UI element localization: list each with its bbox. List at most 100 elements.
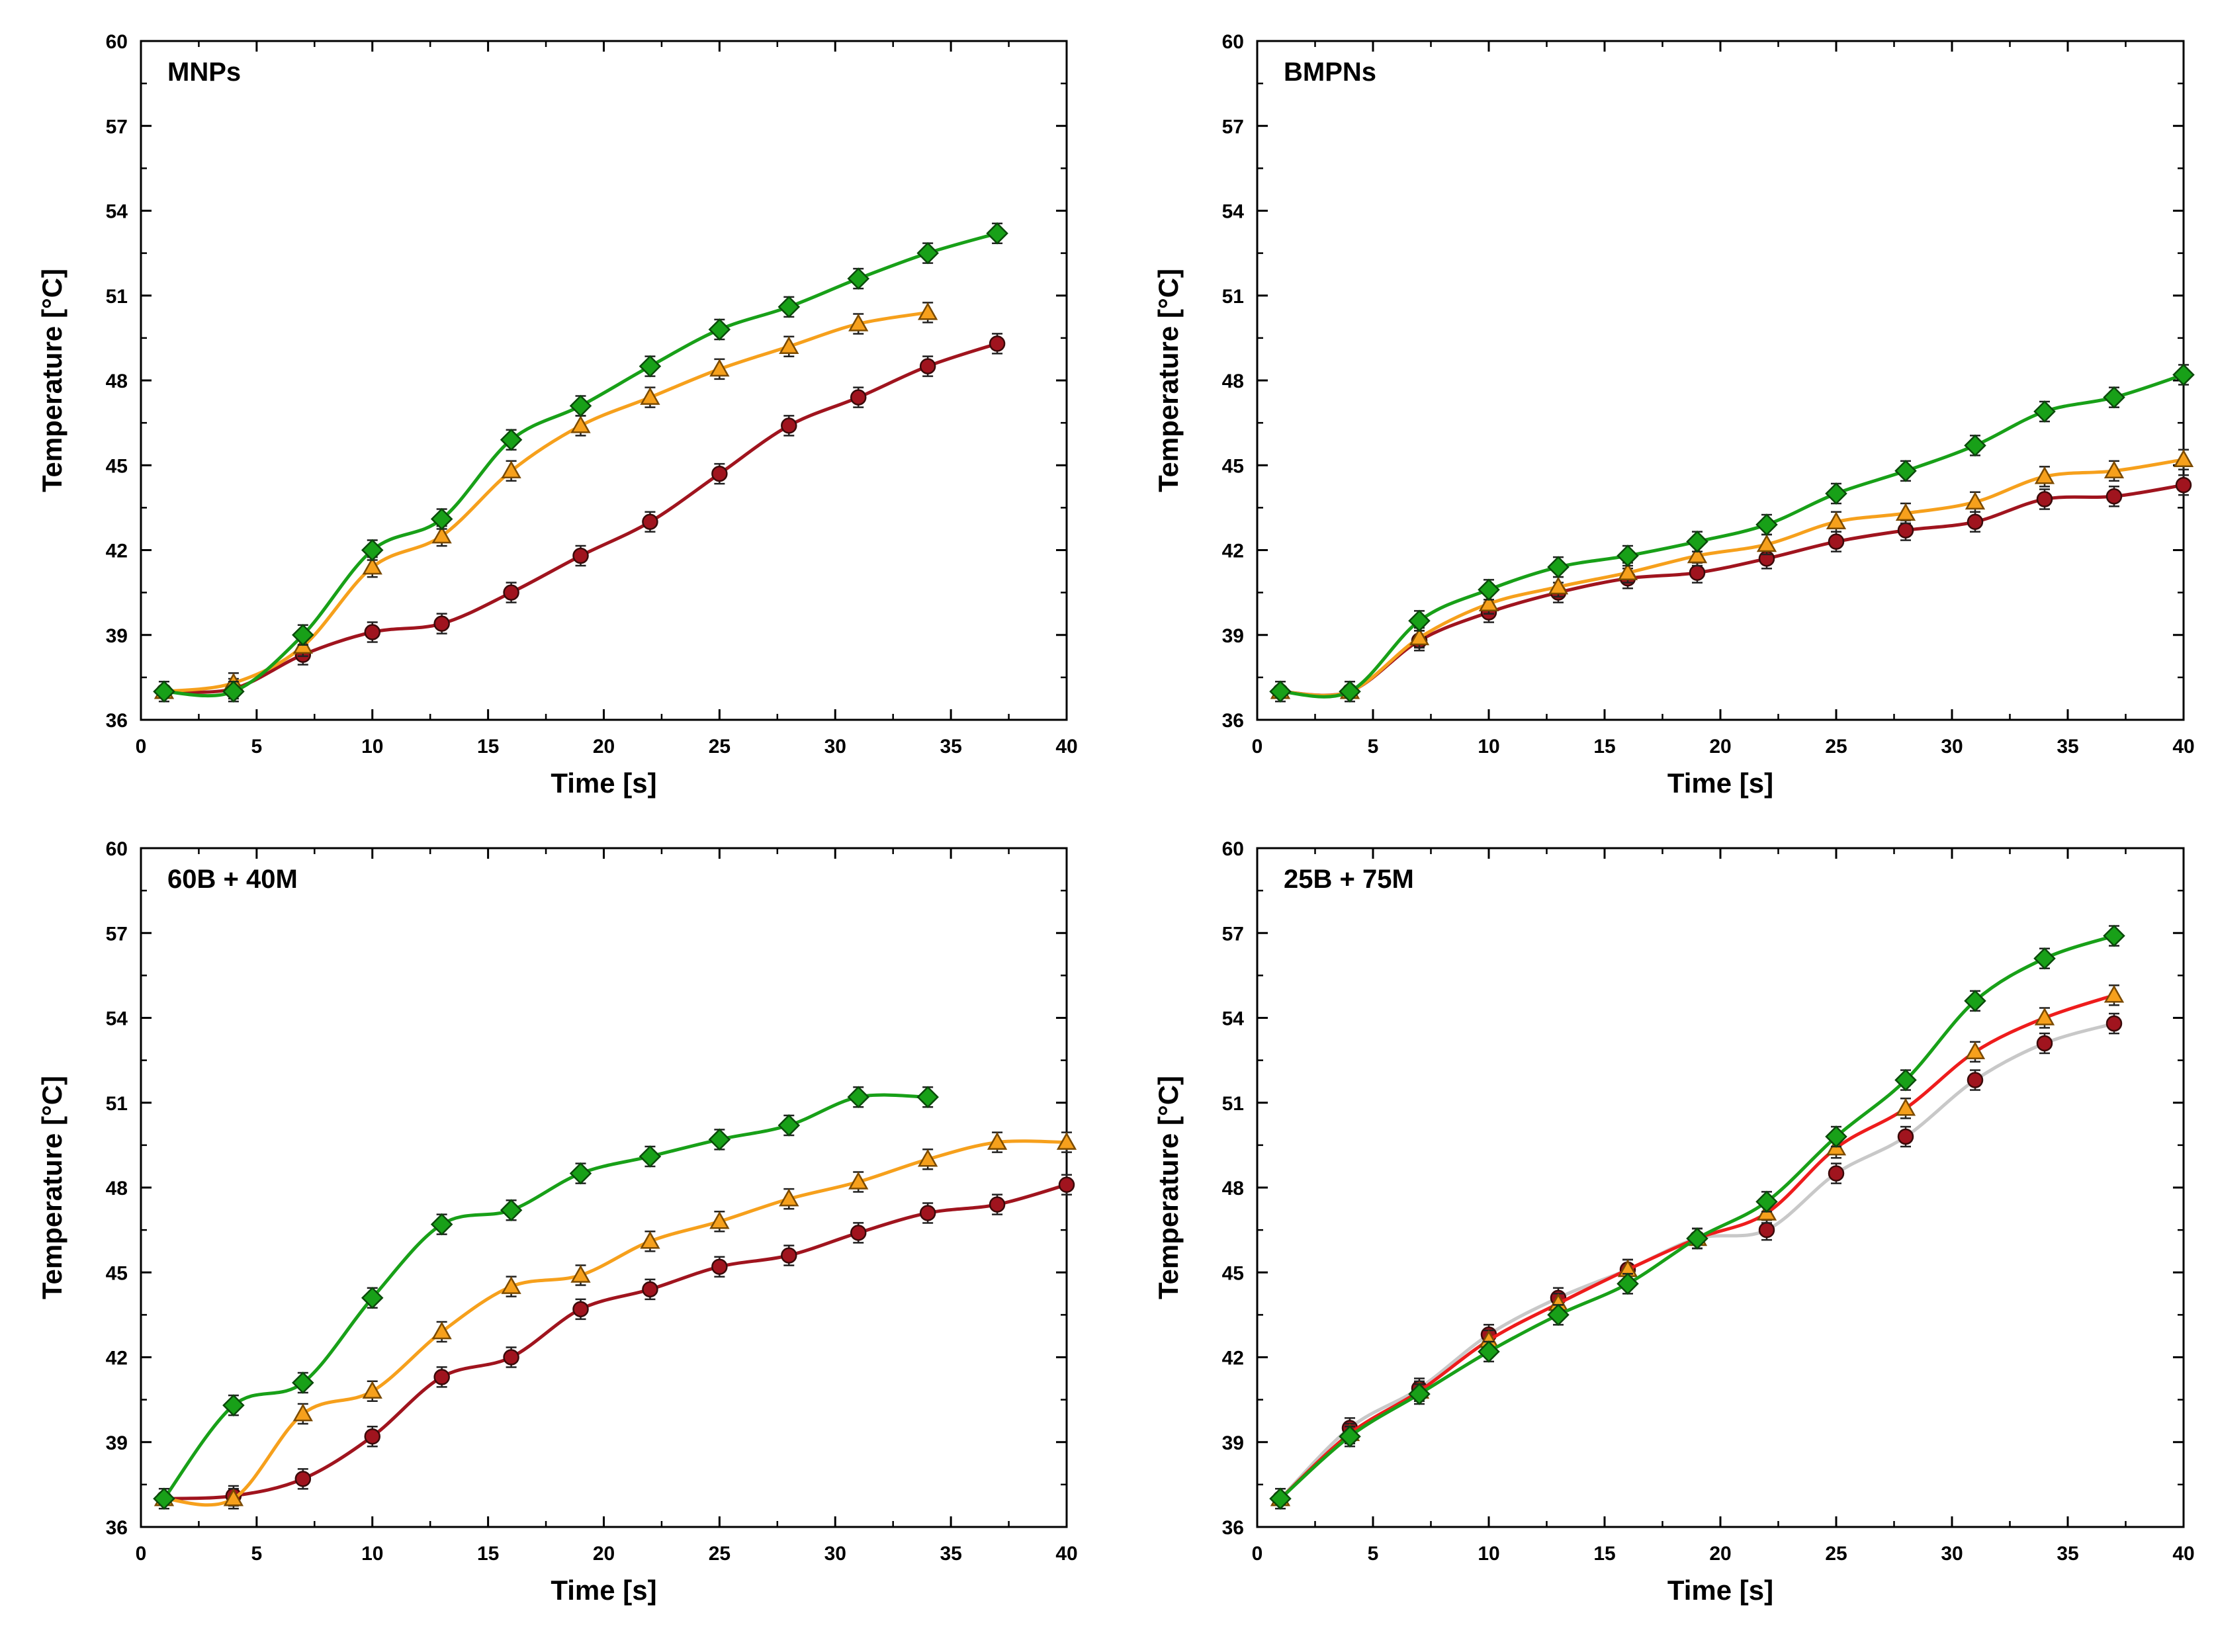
- data-point-circle: [1689, 564, 1706, 581]
- series-triangle: [154, 1131, 1077, 1510]
- data-point-diamond: [569, 1162, 592, 1185]
- data-point-triangle: [987, 1132, 1008, 1150]
- data-point-diamond: [2033, 947, 2056, 970]
- panel-title: 25B + 75M: [1284, 865, 1414, 894]
- data-point-diamond: [986, 222, 1008, 245]
- series-line: [162, 310, 930, 693]
- y-tick-label: 51: [106, 286, 128, 308]
- data-point-circle: [1758, 1221, 1775, 1239]
- data-point-triangle: [779, 1188, 799, 1207]
- data-point-triangle: [1756, 534, 1777, 552]
- series-line: [162, 232, 999, 698]
- x-tick-label: 25: [709, 1543, 731, 1565]
- data-point-circle: [642, 1281, 658, 1298]
- data-point-circle: [2105, 1015, 2123, 1032]
- data-point-diamond: [708, 318, 731, 341]
- data-point-diamond: [1616, 1272, 1639, 1295]
- panel-bmpns: 0 5 10 15 20 25 30 35 40 36 39 42 45 48 51 54 57 60 Time […: [1153, 31, 2195, 799]
- series-circle: [1272, 474, 2192, 703]
- panel-title: BMPNs: [1284, 58, 1376, 87]
- data-point-circle: [989, 1196, 1006, 1213]
- data-point-circle: [781, 417, 797, 434]
- data-point-diamond: [1755, 513, 1778, 536]
- x-tick-label: 15: [477, 736, 499, 758]
- data-point-circle: [850, 1225, 867, 1241]
- data-point-triangle: [1826, 511, 1847, 529]
- x-tick-label: 20: [1709, 736, 1731, 758]
- data-point-circle: [919, 358, 936, 374]
- panel-title: 60B + 40M: [167, 865, 298, 894]
- data-point-circle: [919, 1205, 936, 1221]
- x-tick-label: 35: [940, 736, 961, 758]
- data-point-circle: [2175, 476, 2192, 494]
- data-point-circle: [1058, 1176, 1075, 1193]
- data-point-circle: [572, 1301, 589, 1318]
- y-tick-label: 39: [106, 1432, 128, 1454]
- data-point-circle: [1828, 533, 1845, 550]
- y-tick-label: 54: [1222, 1008, 1245, 1030]
- data-point-triangle: [431, 525, 452, 544]
- plot-frame: [1256, 40, 2185, 721]
- data-point-triangle: [223, 1488, 244, 1506]
- y-axis-label: Temperature [°C]: [36, 269, 67, 492]
- data-point-diamond: [2103, 924, 2125, 947]
- data-point-diamond: [1408, 609, 1431, 632]
- data-point-diamond: [1755, 1190, 1778, 1213]
- x-tick-label: 35: [2057, 1543, 2078, 1565]
- y-tick-label: 57: [1222, 116, 1244, 138]
- x-tick-label: 0: [1252, 736, 1263, 758]
- data-point-circle: [711, 1258, 728, 1275]
- x-tick-label: 25: [709, 736, 731, 758]
- y-tick-label: 60: [1222, 31, 1244, 53]
- data-point-triangle: [848, 1171, 869, 1190]
- x-tick-label: 20: [593, 1543, 615, 1565]
- y-tick-label: 36: [1222, 710, 1244, 732]
- x-tick-label: 0: [1252, 1543, 1263, 1565]
- data-point-triangle: [1965, 1041, 1986, 1060]
- y-tick-label: 36: [1222, 1517, 1244, 1539]
- y-tick-label: 51: [1222, 1093, 1244, 1115]
- data-point-circle: [989, 335, 1006, 352]
- x-tick-label: 35: [940, 1543, 961, 1565]
- x-tick-label: 0: [136, 736, 147, 758]
- data-point-circle: [1897, 522, 1914, 539]
- y-tick-label: 54: [106, 201, 128, 223]
- data-point-circle: [1967, 1072, 1984, 1088]
- y-tick-label: 57: [1222, 923, 1244, 945]
- data-point-triangle: [431, 1321, 452, 1340]
- x-tick-label: 5: [1368, 736, 1379, 758]
- data-point-diamond: [1964, 990, 1986, 1012]
- data-point-diamond: [361, 539, 384, 562]
- data-point-triangle: [2103, 984, 2125, 1003]
- series-circle: [155, 1174, 1075, 1510]
- series-triangle: [154, 302, 938, 703]
- data-point-circle: [433, 615, 450, 632]
- data-point-circle: [503, 584, 519, 601]
- y-tick-label: 60: [106, 838, 128, 860]
- x-tick-label: 40: [1055, 1543, 1077, 1565]
- data-point-triangle: [570, 415, 591, 433]
- data-point-diamond: [222, 680, 245, 703]
- series-diamond: [1269, 363, 2195, 703]
- y-tick-label: 42: [106, 1348, 128, 1369]
- panel-title: MNPs: [167, 58, 241, 87]
- series-line: [162, 1093, 930, 1500]
- data-point-triangle: [918, 1149, 938, 1167]
- x-tick-label: 10: [361, 1543, 383, 1565]
- x-tick-label: 10: [1478, 1543, 1499, 1565]
- y-tick-label: 48: [106, 1178, 128, 1199]
- data-point-diamond: [500, 429, 523, 451]
- data-point-diamond: [153, 680, 175, 703]
- x-tick-label: 15: [1593, 736, 1615, 758]
- x-tick-label: 30: [824, 1543, 846, 1565]
- data-point-triangle: [501, 1276, 521, 1294]
- data-point-diamond: [430, 1213, 453, 1236]
- y-tick-label: 51: [1222, 286, 1244, 308]
- x-tick-label: 25: [1825, 1543, 1847, 1565]
- y-tick-label: 57: [106, 923, 128, 945]
- series-diamond: [153, 1086, 939, 1510]
- data-point-diamond: [292, 623, 314, 646]
- data-point-triangle: [501, 460, 521, 479]
- x-tick-label: 40: [2172, 736, 2194, 758]
- data-point-triangle: [1056, 1132, 1077, 1150]
